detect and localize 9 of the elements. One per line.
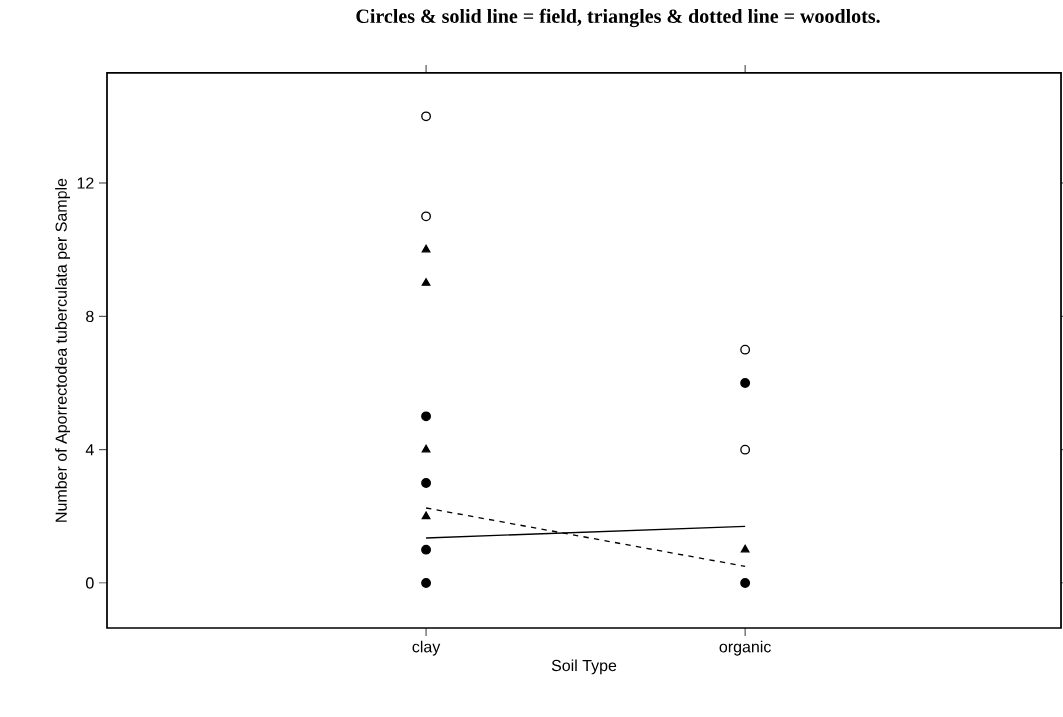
y-tick-label: 0: [86, 577, 94, 589]
x-tick-label: clay: [412, 640, 441, 656]
y-tick-label: 12: [77, 177, 94, 189]
y-axis-title: Number of Aporrectodea tuberculata per Sample: [55, 178, 71, 522]
y-tick-label: 8: [86, 310, 94, 322]
x-axis-title: Soil Type: [551, 659, 617, 675]
y-tick-label: 4: [85, 444, 94, 456]
x-tick-label: organic: [719, 640, 771, 656]
chart-title: Circles & solid line = field, triangles & dotted line = woodlots.: [356, 8, 880, 28]
